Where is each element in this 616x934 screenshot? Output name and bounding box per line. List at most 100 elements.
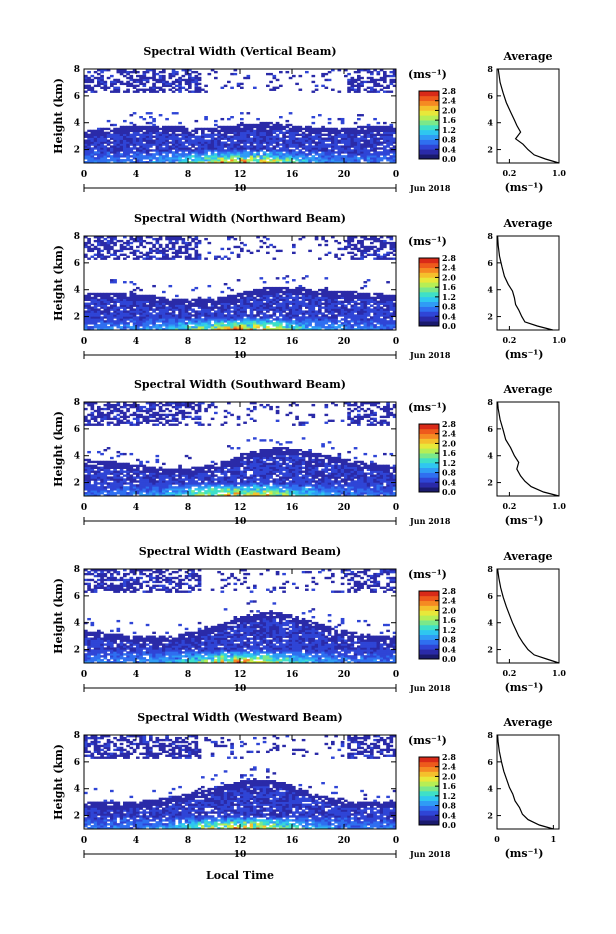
heatmap-cell <box>191 159 195 161</box>
heatmap-cell <box>302 310 306 312</box>
heatmap-cell <box>208 252 212 254</box>
heatmap-cell <box>286 124 290 126</box>
heatmap-cell <box>139 476 143 478</box>
heatmap-cell <box>126 248 130 250</box>
heatmap-cell <box>107 128 111 130</box>
heatmap-cell <box>308 289 312 291</box>
heatmap-cell <box>165 118 169 120</box>
heatmap-cell <box>165 254 169 256</box>
heatmap-cell <box>120 453 124 455</box>
colorbar-tick-label: 2.0 <box>442 105 456 115</box>
heatmap-cell <box>390 242 394 244</box>
heatmap-cell <box>117 463 121 465</box>
heatmap-cell <box>91 244 95 246</box>
heatmap-cell <box>224 297 228 299</box>
heatmap-cell <box>104 128 108 130</box>
heatmap-cell <box>256 159 260 161</box>
heatmap-cell <box>110 155 114 157</box>
heatmap-cell <box>126 81 130 83</box>
heatmap-cell <box>357 83 361 85</box>
heatmap-cell <box>120 420 124 422</box>
heatmap-cell <box>279 318 283 320</box>
heatmap-cell <box>214 134 218 136</box>
heatmap-cell <box>156 312 160 314</box>
heatmap-cell <box>367 124 371 126</box>
heatmap-cell <box>143 254 147 256</box>
heatmap-cell <box>380 240 384 242</box>
heatmap-cell <box>201 128 205 130</box>
heatmap-cell <box>191 155 195 157</box>
heatmap-cell <box>364 256 368 258</box>
y-tick-label: 2 <box>74 146 80 156</box>
heatmap-cell <box>143 118 147 120</box>
heatmap-cell <box>133 124 137 126</box>
heatmap-cell <box>292 149 296 151</box>
heatmap-cell <box>286 120 290 122</box>
heatmap-cell <box>175 89 179 91</box>
heatmap-cell <box>295 126 299 128</box>
heatmap-cell <box>338 291 342 293</box>
heatmap-cell <box>269 89 273 91</box>
heatmap-cell <box>97 324 101 326</box>
heatmap-cell <box>334 128 338 130</box>
heatmap-cell <box>328 291 332 293</box>
heatmap-cell <box>263 151 267 153</box>
heatmap-cell <box>104 449 108 451</box>
heatmap-cell <box>325 134 329 136</box>
heatmap-cell <box>126 310 130 312</box>
heatmap-cell <box>185 153 189 155</box>
heatmap-cell <box>156 297 160 299</box>
heatmap-cell <box>247 291 251 293</box>
heatmap-cell <box>152 149 156 151</box>
panel-title: Spectral Width (Northward Beam) <box>134 212 346 225</box>
heatmap-cell <box>172 81 176 83</box>
heatmap-cell <box>360 114 364 116</box>
heatmap-cell <box>198 128 202 130</box>
heatmap-cell <box>149 149 153 151</box>
heatmap-cell <box>113 87 117 89</box>
heatmap-cell <box>146 252 150 254</box>
heatmap-cell <box>321 312 325 314</box>
heatmap-cell <box>100 254 104 256</box>
heatmap-cell <box>370 305 374 307</box>
heatmap-cell <box>146 77 150 79</box>
heatmap-cell <box>107 490 111 492</box>
heatmap-cell <box>152 467 156 469</box>
heatmap-cell <box>110 124 114 126</box>
colorbar-tick-label: 0.0 <box>442 321 456 331</box>
heatmap-cell <box>377 326 381 328</box>
heatmap-cell <box>104 132 108 134</box>
heatmap-cell <box>234 246 238 248</box>
heatmap-cell <box>344 128 348 130</box>
heatmap-cell <box>91 147 95 149</box>
heatmap-cell <box>107 326 111 328</box>
heatmap-cell <box>120 159 124 161</box>
heatmap-cell <box>84 459 88 461</box>
heatmap-cell <box>149 326 153 328</box>
heatmap-cell <box>136 287 140 289</box>
heatmap-cell <box>91 461 95 463</box>
heatmap-cell <box>123 126 127 128</box>
heatmap-cell <box>221 141 225 143</box>
heatmap-cell <box>172 469 176 471</box>
heatmap-cell <box>185 256 189 258</box>
heatmap-cell <box>113 299 117 301</box>
heatmap-cell <box>328 122 332 124</box>
heatmap-cell <box>110 418 114 420</box>
heatmap-cell <box>195 147 199 149</box>
heatmap-cell <box>110 410 114 412</box>
heatmap-cell <box>318 316 322 318</box>
heatmap-cell <box>159 414 163 416</box>
heatmap-cell <box>347 252 351 254</box>
heatmap-cell <box>377 238 381 240</box>
heatmap-cell <box>302 293 306 295</box>
heatmap-cell <box>195 120 199 122</box>
heatmap-cell <box>243 318 247 320</box>
heatmap-cell <box>338 130 342 132</box>
heatmap-cell <box>321 85 325 87</box>
heatmap-cell <box>172 299 176 301</box>
heatmap-cell <box>325 244 329 246</box>
heatmap-cell <box>175 486 179 488</box>
heatmap-cell <box>126 89 130 91</box>
